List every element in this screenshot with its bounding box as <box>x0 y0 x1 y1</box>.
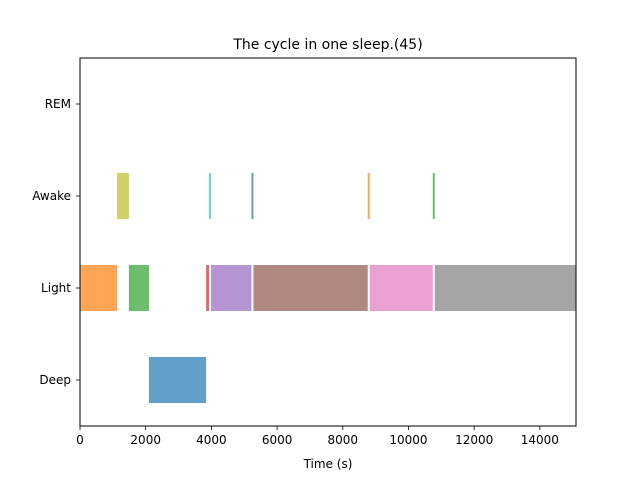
bar-segments <box>80 173 576 403</box>
bar-segment-light-10 <box>369 265 433 311</box>
y-tick-label-awake: Awake <box>32 189 71 203</box>
x-tick-label: 2000 <box>130 433 161 447</box>
bar-segment-awake-11 <box>432 173 435 219</box>
y-tick-label-light: Light <box>41 281 71 295</box>
x-tick-label: 6000 <box>262 433 293 447</box>
y-axis: Deep Light Awake REM <box>32 97 80 387</box>
y-tick-label-rem: REM <box>45 97 71 111</box>
bar-segment-light-4 <box>206 265 210 311</box>
x-tick-label: 0 <box>76 433 84 447</box>
x-tick-label: 4000 <box>196 433 227 447</box>
bar-segment-light-2 <box>128 265 149 311</box>
bar-segment-awake-5 <box>209 173 212 219</box>
bar-segment-awake-7 <box>251 173 254 219</box>
bar-segment-light-12 <box>434 265 576 311</box>
bar-segment-light-8 <box>253 265 368 311</box>
y-tick-label-deep: Deep <box>39 373 71 387</box>
x-tick-label: 10000 <box>389 433 427 447</box>
bar-segment-light-6 <box>211 265 252 311</box>
bar-segment-awake-1 <box>117 173 129 219</box>
plot-frame <box>79 57 577 427</box>
bar-segment-deep-3 <box>148 357 207 403</box>
bar-segment-awake-9 <box>367 173 370 219</box>
x-tick-label: 8000 <box>328 433 359 447</box>
bar-segment-light-0 <box>80 265 118 311</box>
x-axis: 0 2000 4000 6000 8000 10000 12000 14000 <box>76 426 559 447</box>
x-tick-label: 12000 <box>455 433 493 447</box>
chart-title: The cycle in one sleep.(45) <box>232 37 422 53</box>
x-axis-label: Time (s) <box>303 457 353 471</box>
x-tick-label: 14000 <box>521 433 559 447</box>
